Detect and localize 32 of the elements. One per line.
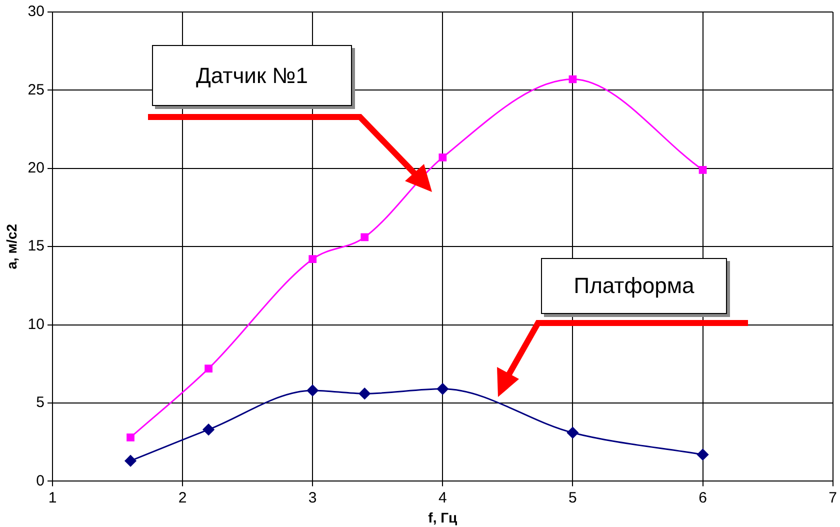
- point: [126, 433, 134, 442]
- point: [124, 455, 136, 467]
- y-tick-label: 25: [28, 81, 44, 98]
- point: [568, 75, 577, 84]
- y-tick-label: 5: [36, 394, 44, 412]
- x-tick-label: 5: [568, 489, 577, 506]
- point: [308, 255, 317, 264]
- y-tick-label: 0: [36, 472, 44, 490]
- point: [204, 364, 212, 373]
- x-tick-label: 3: [308, 489, 317, 506]
- point: [360, 233, 369, 242]
- y-tick-label: 30: [28, 3, 44, 20]
- callout-box: Датчик №1: [152, 45, 352, 106]
- x-axis-title: f, Гц: [428, 509, 458, 526]
- x-tick-label: 6: [698, 489, 707, 506]
- callout-box: Платформа: [541, 258, 727, 314]
- y-tick-label: 15: [28, 238, 44, 255]
- y-tick-label: 20: [28, 160, 44, 177]
- y-tick-label: 10: [28, 316, 44, 333]
- y-axis-title: a, м/с2: [3, 224, 20, 270]
- x-tick-label: 2: [178, 489, 187, 506]
- point: [358, 388, 370, 400]
- point: [438, 154, 447, 162]
- point: [436, 383, 448, 395]
- x-tick-label: 4: [438, 489, 447, 506]
- x-tick-label: 1: [48, 489, 57, 506]
- point: [566, 426, 578, 438]
- point: [697, 448, 709, 460]
- point: [698, 166, 707, 174]
- point: [202, 424, 214, 436]
- x-tick-label: 7: [828, 489, 837, 506]
- point: [306, 384, 318, 396]
